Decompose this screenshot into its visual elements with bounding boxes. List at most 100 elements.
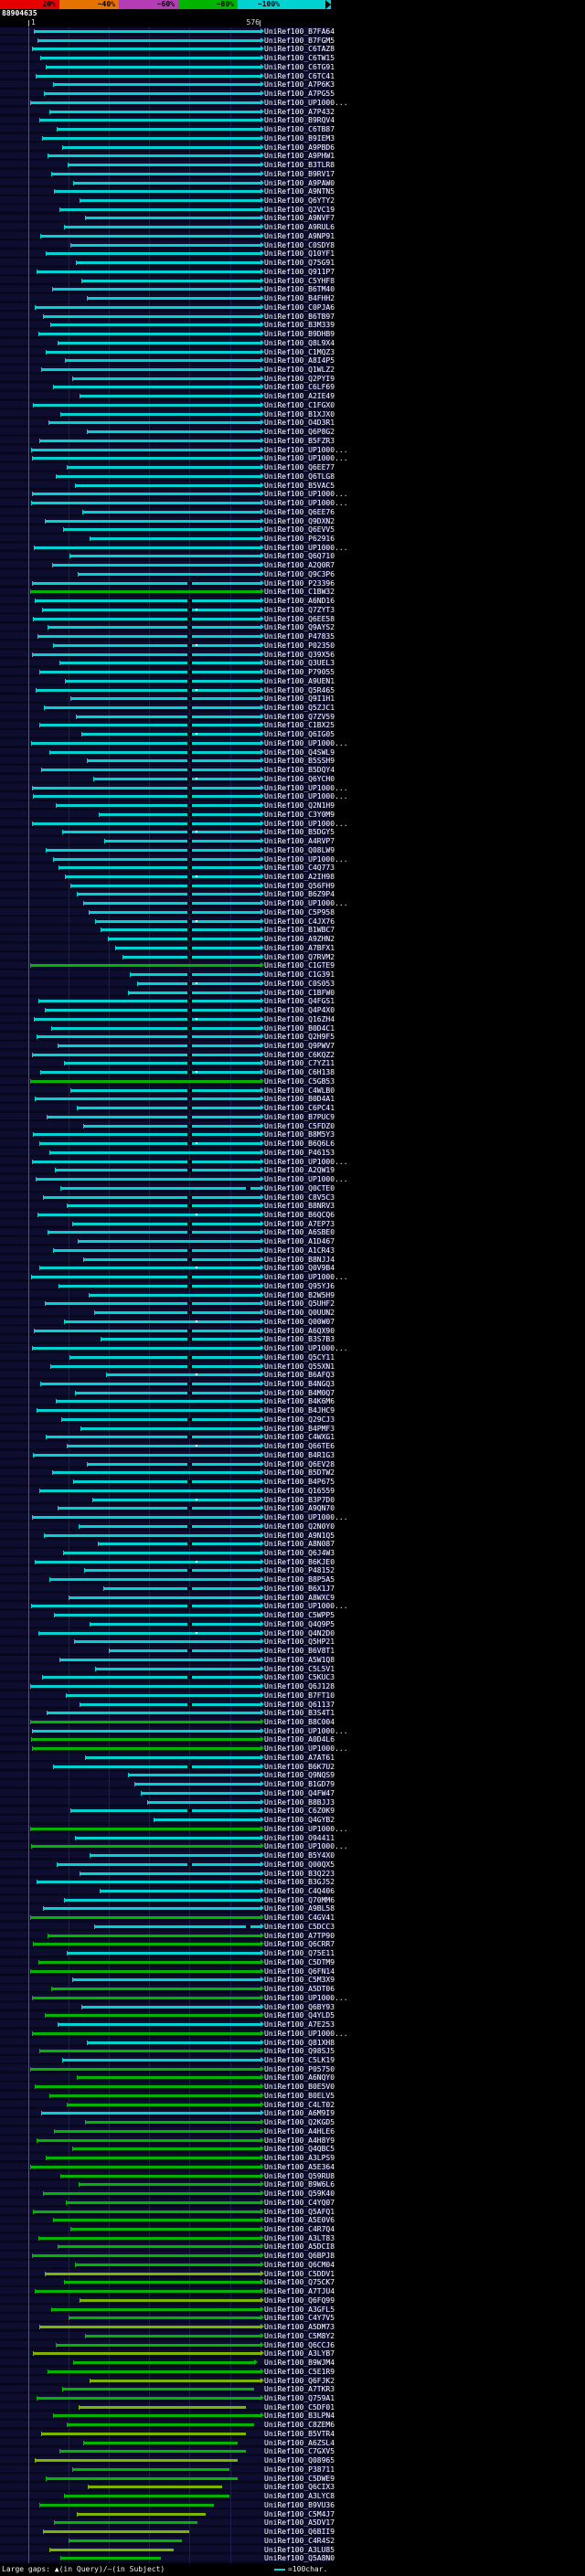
hit-bar[interactable]: [69, 1355, 261, 1359]
hit-label[interactable]: UniRef100_B9VU36: [264, 2500, 335, 2509]
hit-bar[interactable]: [58, 2450, 247, 2454]
hit-label[interactable]: UniRef100_C5L5V1: [264, 1664, 335, 1673]
hit-bar[interactable]: [30, 2165, 261, 2168]
hit-label[interactable]: UniRef100_A9QN70: [264, 1504, 335, 1513]
hit-label[interactable]: UniRef100_Q2N0Y0: [264, 1521, 335, 1531]
hit-bar[interactable]: [30, 741, 261, 745]
hit-label[interactable]: UniRef100_B6V8T1: [264, 1647, 335, 1656]
hit-label[interactable]: UniRef100_Q6Q710: [264, 552, 335, 561]
hit-bar[interactable]: [64, 875, 261, 878]
hit-bar[interactable]: [39, 439, 261, 442]
hit-bar[interactable]: [63, 1062, 261, 1065]
hit-bar[interactable]: [35, 305, 261, 309]
hit-label[interactable]: UniRef100_B2W5H9: [264, 1290, 335, 1299]
hit-bar[interactable]: [57, 341, 261, 345]
hit-bar[interactable]: [79, 199, 261, 202]
hit-bar[interactable]: [64, 359, 261, 363]
hit-label[interactable]: UniRef100_O4D3R1: [264, 419, 335, 428]
hit-bar[interactable]: [69, 697, 261, 701]
hit-bar[interactable]: [57, 2023, 261, 2027]
hit-label[interactable]: UniRef100_B0D4C1: [264, 1023, 335, 1033]
hit-label[interactable]: UniRef100_Q6BII9: [264, 2528, 335, 2537]
hit-label[interactable]: UniRef100_B8C004: [264, 1718, 335, 1726]
hit-bar[interactable]: [30, 1276, 261, 1279]
hit-bar[interactable]: [94, 919, 261, 923]
hit-bar[interactable]: [133, 1783, 261, 1786]
hit-bar[interactable]: [76, 715, 261, 718]
hit-bar[interactable]: [37, 1214, 261, 1216]
hit-label[interactable]: UniRef100_Q6IG05: [264, 730, 335, 739]
hit-label[interactable]: UniRef100_B5FZR3: [264, 436, 335, 445]
hit-label[interactable]: UniRef100_C0PJA6: [264, 302, 335, 312]
hit-label[interactable]: UniRef100_B5DQY4: [264, 766, 335, 775]
hit-label[interactable]: UniRef100_B8P5A5: [264, 1575, 335, 1585]
hit-label[interactable]: UniRef100_B6K7U2: [264, 1762, 335, 1771]
hit-label[interactable]: UniRef100_C6H138: [264, 1068, 335, 1077]
hit-bar[interactable]: [89, 1293, 261, 1297]
hit-bar[interactable]: [69, 2539, 182, 2542]
hit-bar[interactable]: [44, 2272, 261, 2275]
hit-label[interactable]: UniRef100_Q39X56: [264, 650, 335, 659]
hit-label[interactable]: UniRef100_B8NJJ4: [264, 1255, 335, 1264]
hit-bar[interactable]: [32, 652, 261, 656]
hit-bar[interactable]: [32, 2031, 261, 2035]
hit-label[interactable]: UniRef100_Q6CCJ6: [264, 2340, 335, 2349]
hit-label[interactable]: UniRef100_C5M4J7: [264, 2509, 335, 2518]
hit-label[interactable]: UniRef100_A7E253: [264, 2020, 335, 2030]
hit-bar[interactable]: [31, 581, 261, 585]
hit-label[interactable]: UniRef100_Q4QBC5: [264, 2145, 335, 2154]
hit-bar[interactable]: [34, 546, 261, 549]
hit-label[interactable]: UniRef100_Q08LW9: [264, 845, 335, 854]
hit-bar[interactable]: [69, 2228, 261, 2231]
hit-label[interactable]: UniRef100_B3M339: [264, 321, 335, 330]
hit-bar[interactable]: [38, 1267, 261, 1270]
hit-bar[interactable]: [56, 804, 261, 808]
hit-bar[interactable]: [55, 1169, 261, 1172]
hit-bar[interactable]: [46, 2157, 261, 2160]
hit-label[interactable]: UniRef100_UP1000...: [264, 1175, 348, 1184]
hit-bar[interactable]: [42, 314, 261, 318]
hit-bar[interactable]: [31, 1996, 261, 1999]
hit-label[interactable]: UniRef100_A9NTN5: [264, 187, 335, 196]
hit-bar[interactable]: [81, 2005, 261, 2009]
hit-bar[interactable]: [79, 395, 261, 398]
hit-label[interactable]: UniRef100_UP1000...: [264, 1344, 348, 1353]
hit-label[interactable]: UniRef100_A7P432: [264, 107, 335, 116]
hit-label[interactable]: UniRef100_A7TKR3: [264, 2385, 335, 2394]
hit-bar[interactable]: [76, 893, 261, 896]
hit-bar[interactable]: [57, 1507, 261, 1511]
hit-label[interactable]: UniRef100_C5DTM9: [264, 1957, 335, 1966]
hit-label[interactable]: UniRef100_Q4GYB2: [264, 1816, 335, 1825]
hit-bar[interactable]: [62, 831, 261, 834]
hit-bar[interactable]: [44, 2014, 261, 2018]
hit-label[interactable]: UniRef100_UP1000...: [264, 738, 348, 747]
hit-label[interactable]: UniRef100_B7FT10: [264, 1691, 335, 1700]
hit-bar[interactable]: [48, 1578, 261, 1582]
hit-label[interactable]: UniRef100_A3LYB7: [264, 2349, 335, 2359]
hit-label[interactable]: UniRef100_C6TAZ8: [264, 45, 335, 54]
hit-label[interactable]: UniRef100_Q6FQ99: [264, 2295, 335, 2305]
hit-label[interactable]: UniRef100_B7PUC9: [264, 1112, 335, 1121]
hit-label[interactable]: UniRef100_C4WXG1: [264, 1433, 335, 1442]
hit-bar[interactable]: [37, 635, 261, 639]
hit-bar[interactable]: [91, 1498, 261, 1501]
hit-bar[interactable]: [65, 1693, 261, 1697]
hit-label[interactable]: UniRef100_C5M8Y2: [264, 2331, 335, 2340]
hit-bar[interactable]: [36, 2397, 261, 2400]
hit-label[interactable]: UniRef100_Q6EE58: [264, 614, 335, 623]
hit-bar[interactable]: [32, 493, 261, 496]
hit-bar[interactable]: [76, 2076, 261, 2080]
hit-bar[interactable]: [37, 333, 261, 336]
hit-label[interactable]: UniRef100_B5Y4X0: [264, 1851, 335, 1860]
hit-label[interactable]: UniRef100_Q2PYI9: [264, 374, 335, 383]
hit-label[interactable]: UniRef100_C4LT02: [264, 2100, 335, 2109]
hit-label[interactable]: UniRef100_C6TG91: [264, 62, 335, 71]
hit-label[interactable]: UniRef100_A5W1Q8: [264, 1655, 335, 1664]
hit-bar[interactable]: [62, 528, 261, 532]
hit-bar[interactable]: [140, 1791, 261, 1795]
hit-label[interactable]: UniRef100_Q95YJ6: [264, 1281, 335, 1290]
hit-label[interactable]: UniRef100_C1BFW0: [264, 988, 335, 997]
hit-label[interactable]: UniRef100_A8N087: [264, 1540, 335, 1549]
hit-bar[interactable]: [40, 234, 261, 238]
hit-bar[interactable]: [48, 2548, 174, 2551]
